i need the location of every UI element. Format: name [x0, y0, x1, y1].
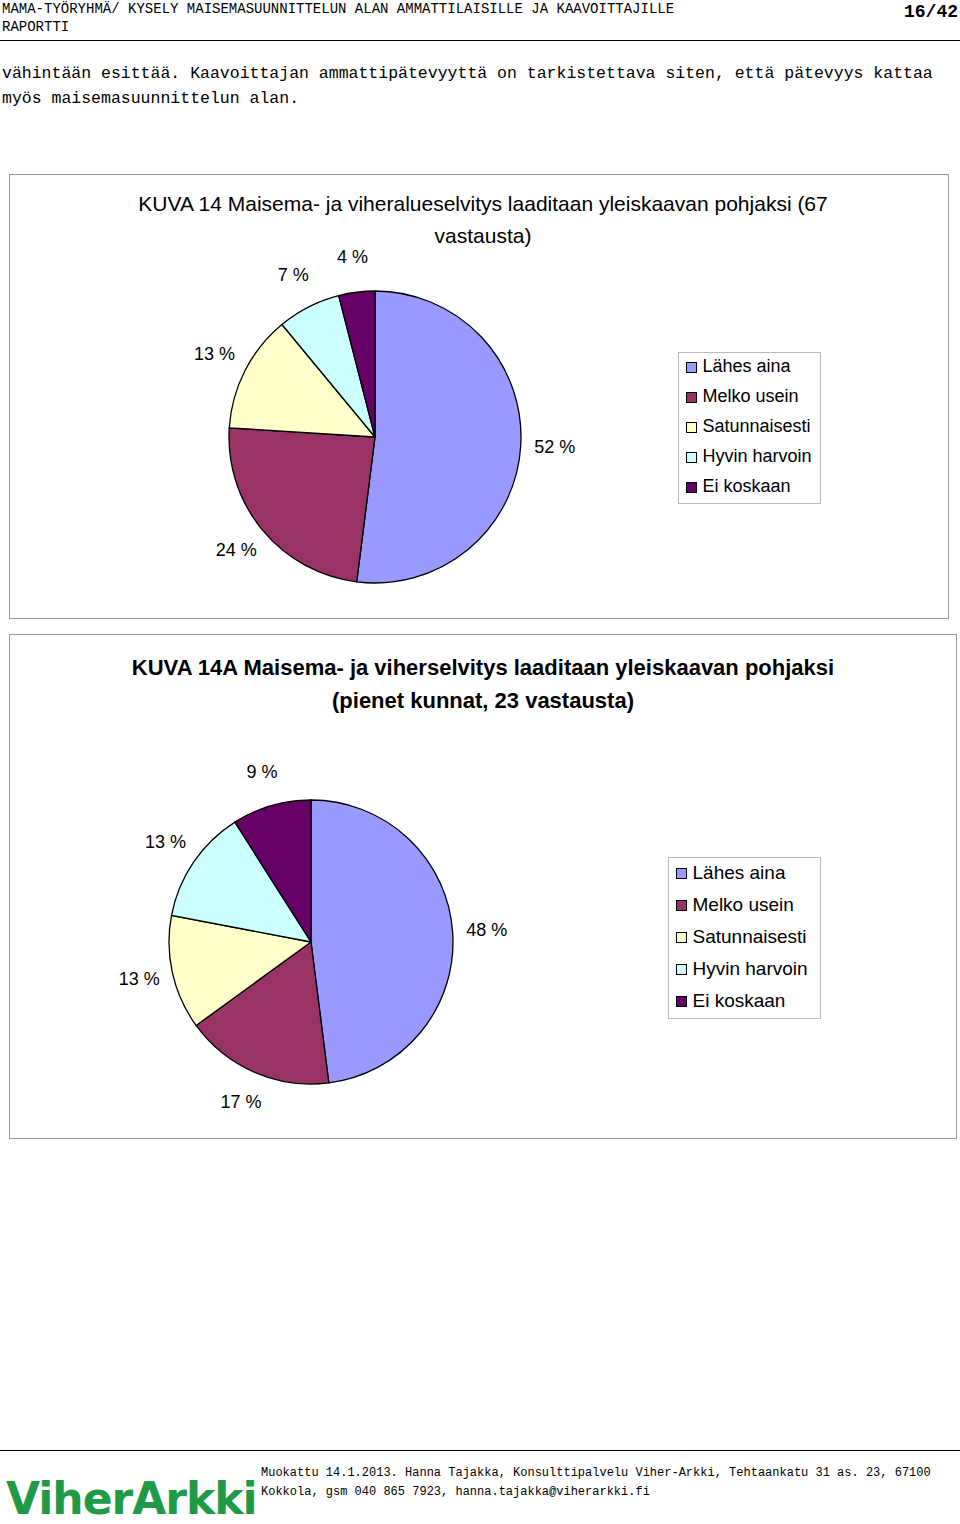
chart-title: KUVA 14A Maisema- ja viherselvitys laadi…: [123, 651, 843, 717]
legend-swatch: [677, 869, 687, 879]
legend-label: Satunnaisesti: [703, 416, 811, 436]
legend-label: Hyvin harvoin: [703, 446, 812, 466]
pie-slice: [311, 800, 453, 1083]
pie-slice: [357, 291, 521, 583]
legend-swatch: [677, 901, 687, 911]
legend-label: Hyvin harvoin: [693, 958, 808, 979]
page-number: 16/42: [904, 2, 958, 22]
body-text: vähintään esittää. Kaavoittajan ammattip…: [2, 64, 933, 83]
header-line: RAPORTTI: [2, 19, 69, 35]
chart: 48 % 17 % 13 % 13 % 9 % Lähes aina Melko usein…: [10, 635, 957, 1139]
pie-slice: [339, 291, 375, 437]
data-label: 48 %: [466, 920, 507, 940]
data-label: 13 %: [119, 969, 160, 989]
data-label: 17 %: [221, 1092, 262, 1112]
legend-label: Lähes aina: [703, 356, 792, 376]
legend-swatch: [687, 453, 697, 463]
footer-rule: [0, 1450, 960, 1451]
data-label: 52 %: [534, 437, 575, 457]
chart: 52 % 24 % 13 % 7 % 4 % Lähes aina Melko usein S…: [10, 175, 949, 619]
legend-frame: [669, 858, 821, 1019]
legend-label: Satunnaisesti: [693, 926, 807, 947]
legend-label: Ei koskaan: [693, 990, 786, 1011]
legend-frame: [679, 353, 821, 504]
data-label: 7 %: [278, 265, 309, 285]
legend-swatch: [687, 393, 697, 403]
legend-swatch: [687, 483, 697, 493]
legend-label: Ei koskaan: [703, 476, 791, 496]
data-label: 9 %: [246, 762, 277, 782]
data-label: 13 %: [145, 832, 186, 852]
legend-swatch: [687, 423, 697, 433]
pie-slice: [235, 800, 311, 942]
chart-frame: [10, 635, 957, 1139]
legend-label: Lähes aina: [693, 862, 786, 883]
chart-frame: [10, 175, 949, 619]
data-label: 13 %: [194, 344, 235, 364]
footer-text: Muokattu 14.1.2013. Hanna Tajakka, Konsu…: [261, 1466, 931, 1480]
legend-label: Melko usein: [693, 894, 794, 915]
header-line: MAMA-TYÖRYHMÄ/ KYSELY MAISEMASUUNNITTELU…: [2, 1, 674, 17]
data-label: 24 %: [216, 540, 257, 560]
chart-title: KUVA 14 Maisema- ja viheralueselvitys la…: [123, 188, 843, 251]
legend-swatch: [687, 363, 697, 373]
legend-swatch: [677, 965, 687, 975]
body-text: myös maisemasuunnittelun alan.: [2, 89, 299, 108]
header-rule: [0, 40, 960, 41]
footer-logo: ViherArkki: [6, 1473, 257, 1524]
legend-swatch: [677, 933, 687, 943]
legend-label: Melko usein: [703, 386, 799, 406]
footer-text: Kokkola, gsm 040 865 7923, hanna.tajakka…: [261, 1485, 650, 1499]
data-label: 4 %: [337, 247, 368, 267]
legend-swatch: [677, 997, 687, 1007]
